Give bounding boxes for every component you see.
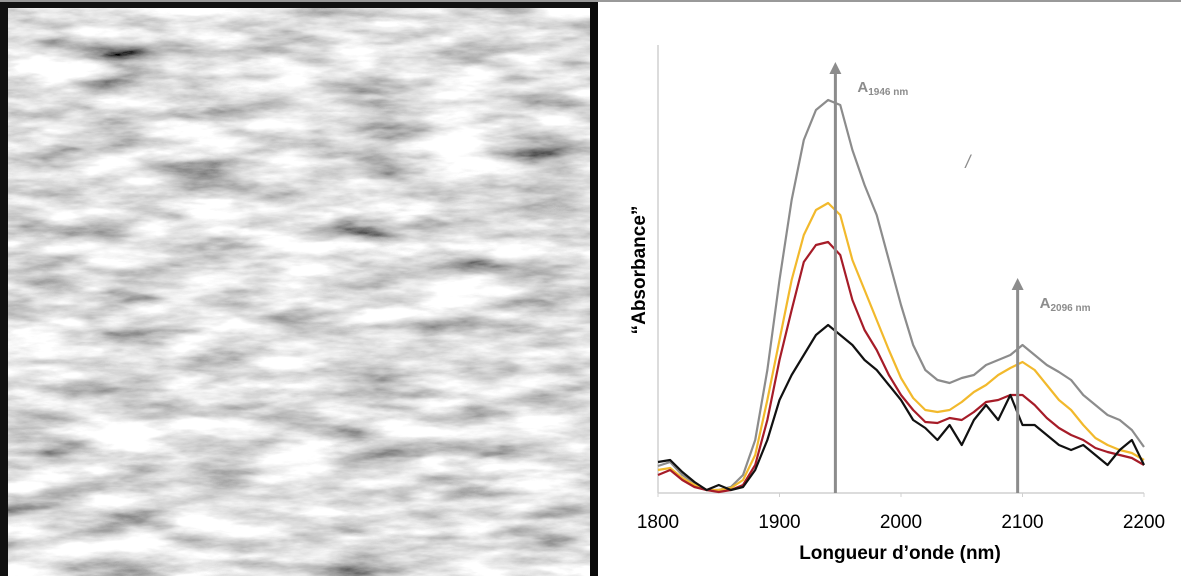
annotation-label: A1946 nm <box>857 79 908 98</box>
top-border <box>0 0 1181 2</box>
series-line <box>657 323 1145 492</box>
image-edge <box>590 2 598 576</box>
annotation-label: A2096 nm <box>1040 295 1091 314</box>
x-tick-label: 2000 <box>880 512 922 533</box>
x-tick-label: 1900 <box>758 512 800 533</box>
arrow-head <box>829 62 842 74</box>
x-axis-title: Longueur d’onde (nm) <box>799 543 1001 564</box>
texture-image <box>8 8 590 576</box>
x-tick-label: 2200 <box>1123 512 1165 533</box>
annotation-text: A <box>857 79 868 96</box>
annotation-subscript: 2096 nm <box>1050 303 1090 314</box>
x-tick-label: 1800 <box>637 512 679 533</box>
y-axis-title: “Absorbance” <box>629 206 650 335</box>
x-tick-label: 2100 <box>1001 512 1043 533</box>
series-line <box>657 201 1145 492</box>
series-line <box>657 98 1145 492</box>
arrow-head <box>1011 278 1024 290</box>
series-line <box>657 240 1145 494</box>
annotation-subscript: 1946 nm <box>868 87 908 98</box>
annotation-text: / <box>963 152 972 172</box>
annotation-text: A <box>1040 295 1051 312</box>
